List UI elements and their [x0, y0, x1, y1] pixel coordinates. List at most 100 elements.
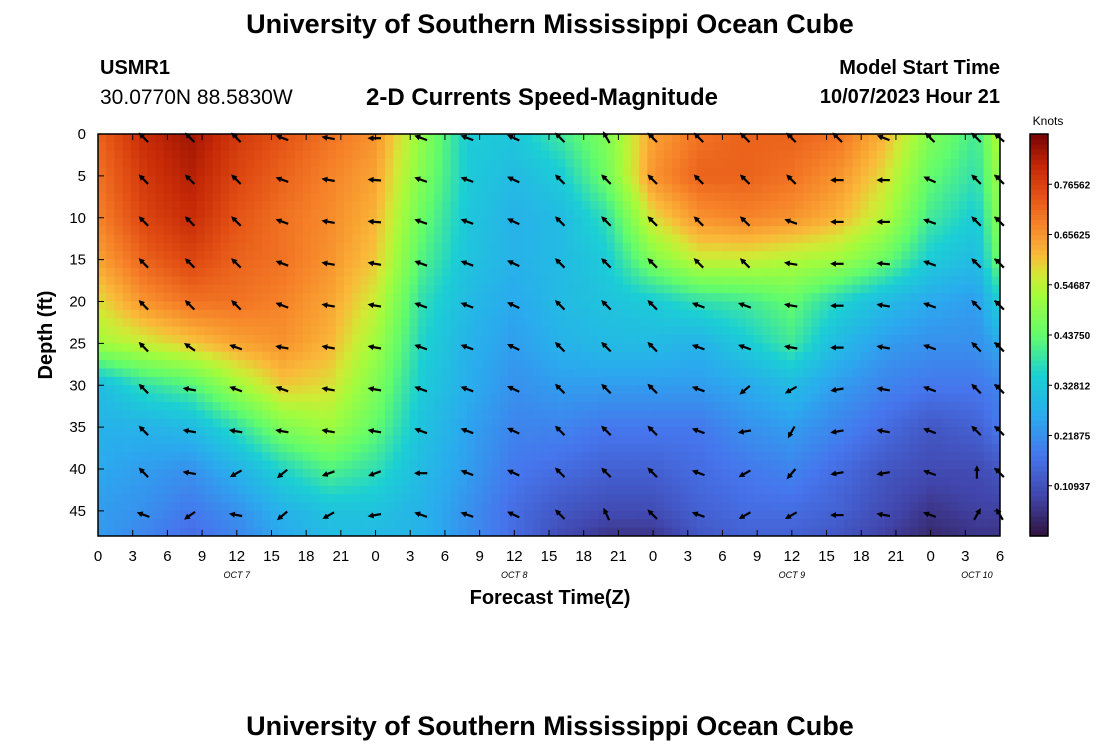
heatmap-cell [836, 234, 845, 244]
heatmap-cell [237, 360, 247, 370]
heatmap-cell [885, 326, 894, 336]
heatmap-cell [680, 226, 689, 236]
heatmap-cell [696, 142, 706, 152]
heatmap-cell [639, 150, 648, 160]
heatmap-cell [598, 318, 607, 328]
heatmap-cell [729, 184, 739, 194]
heatmap-cell [163, 318, 173, 328]
heatmap-cell [212, 385, 222, 395]
heatmap-cell [696, 485, 706, 495]
heatmap-cell [909, 402, 919, 411]
heatmap-cell [647, 351, 657, 361]
heatmap-cell [745, 259, 755, 269]
heatmap-cell [401, 402, 411, 411]
heatmap-cell [508, 410, 517, 420]
heatmap-cell [942, 192, 952, 202]
heatmap-cell [327, 368, 337, 378]
heatmap-cell [885, 485, 894, 495]
heatmap-cell [409, 251, 419, 261]
heatmap-cell [655, 443, 665, 453]
heatmap-cell [950, 301, 960, 311]
heatmap-cell [245, 167, 255, 177]
heatmap-cell [909, 142, 919, 152]
heatmap-cell [885, 469, 894, 478]
heatmap-cell [754, 318, 763, 328]
heatmap-cell [926, 192, 935, 202]
heatmap-cell [901, 159, 911, 169]
heatmap-cell [532, 217, 542, 227]
heatmap-cell [229, 360, 238, 370]
heatmap-cell [245, 393, 255, 403]
heatmap-cell [762, 276, 771, 286]
heatmap-cell [360, 234, 370, 244]
heatmap-cell [688, 393, 698, 403]
heatmap-cell [393, 452, 402, 462]
heatmap-cell [483, 134, 493, 143]
heatmap-cell [655, 276, 665, 286]
heatmap-cell [294, 175, 304, 185]
heatmap-cell [909, 309, 919, 319]
heatmap-cell [803, 469, 812, 478]
heatmap-cell [376, 134, 386, 143]
heatmap-cell [155, 293, 165, 303]
heatmap-cell [795, 226, 804, 236]
heatmap-cell [877, 460, 886, 470]
heatmap-cell [745, 142, 755, 152]
heatmap-cell [967, 242, 976, 252]
heatmap-cell [294, 360, 304, 370]
heatmap-cell [852, 217, 862, 227]
heatmap-cell [811, 301, 821, 311]
heatmap-cell [819, 276, 829, 286]
heatmap-cell [401, 159, 411, 169]
heatmap-cell [737, 284, 747, 294]
heatmap-cell [819, 142, 829, 152]
heatmap-cell [565, 268, 575, 277]
heatmap-cell [491, 485, 501, 495]
heatmap-cell [983, 477, 993, 487]
heatmap-cell [385, 284, 394, 294]
heatmap-cell [204, 150, 214, 160]
heatmap-cell [639, 326, 648, 336]
heatmap-cell [171, 443, 181, 453]
heatmap-cell [926, 351, 935, 361]
heatmap-cell [155, 184, 165, 194]
heatmap-cell [483, 393, 493, 403]
heatmap-cell [196, 418, 206, 428]
heatmap-cell [196, 259, 206, 269]
heatmap-cell [573, 175, 583, 185]
heatmap-cell [688, 150, 698, 160]
heatmap-cell [631, 460, 640, 470]
heatmap-cell [959, 242, 968, 252]
heatmap-cell [278, 192, 288, 202]
heatmap-cell [360, 134, 370, 143]
heatmap-cell [253, 418, 263, 428]
heatmap-cell [631, 360, 640, 370]
heatmap-cell [827, 410, 837, 420]
heatmap-cell [335, 309, 345, 319]
heatmap-cell [631, 368, 640, 378]
heatmap-cell [565, 318, 575, 328]
heatmap-cell [795, 469, 804, 478]
heatmap-cell [442, 460, 452, 470]
heatmap-cell [294, 510, 304, 520]
heatmap-cell [122, 209, 132, 219]
heatmap-cell [303, 159, 312, 169]
heatmap-cell [991, 326, 1000, 336]
heatmap-cell [245, 502, 255, 512]
heatmap-cell [934, 301, 944, 311]
heatmap-cell [926, 452, 935, 462]
heatmap-cell [532, 460, 542, 470]
heatmap-cell [393, 309, 402, 319]
heatmap-cell [335, 134, 345, 143]
heatmap-cell [549, 242, 558, 252]
heatmap-cell [893, 234, 903, 244]
heatmap-cell [852, 385, 862, 395]
heatmap-cell [114, 443, 124, 453]
heatmap-cell [245, 318, 255, 328]
heatmap-cell [98, 318, 107, 328]
heatmap-cell [516, 427, 525, 437]
heatmap-cell [426, 259, 435, 269]
heatmap-cell [98, 351, 107, 361]
heatmap-cell [868, 159, 878, 169]
heatmap-cell [836, 335, 845, 344]
